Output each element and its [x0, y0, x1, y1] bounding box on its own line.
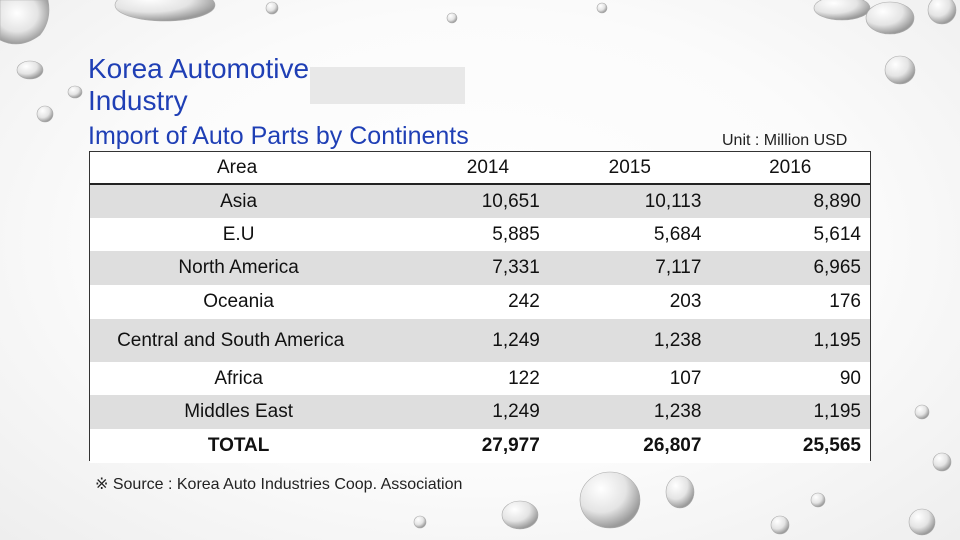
header-2016: 2016	[769, 156, 812, 178]
value-2016: 1,195	[813, 329, 861, 351]
value-2014: 10,651	[481, 190, 540, 212]
value-2015: 26,807	[643, 435, 702, 456]
area-cell: E.U	[222, 223, 255, 245]
value-2016: 5,614	[813, 223, 861, 245]
table-row: Middles East 1,249 1,238 1,195	[90, 395, 870, 429]
area-cell: Africa	[214, 367, 263, 389]
table-row: E.U 5,885 5,684 5,614	[90, 218, 870, 251]
value-2015: 203	[669, 291, 702, 312]
value-2014: 7,331	[492, 257, 540, 278]
import-table: Area 2014 2015 2016 Asia 10,651 10,113 8…	[89, 151, 871, 463]
table-row: Africa 122 107 90	[90, 362, 870, 395]
header-2014: 2014	[466, 156, 510, 178]
value-2016: 8,890	[813, 190, 861, 212]
value-2015: 1,238	[653, 329, 702, 351]
area-cell: Oceania	[203, 291, 274, 312]
area-cell: Asia	[220, 190, 258, 212]
value-2016: 90	[839, 367, 861, 389]
value-2016: 25,565	[802, 435, 861, 456]
area-cell: North America	[178, 257, 299, 278]
value-2016: 176	[829, 291, 861, 312]
value-2016: 1,195	[813, 401, 861, 422]
page-subtitle: Import of Auto Parts by Continents	[88, 122, 469, 150]
table-row: Oceania 242 203 176	[90, 285, 870, 319]
area-cell: Central and South America	[117, 329, 345, 351]
value-2014: 1,249	[492, 329, 540, 351]
table-row: Asia 10,651 10,113 8,890	[90, 185, 870, 218]
value-2015: 10,113	[644, 190, 702, 212]
value-2015: 107	[669, 367, 702, 389]
title-background-band	[310, 67, 465, 104]
area-cell: TOTAL	[207, 435, 270, 456]
header-2015: 2015	[608, 156, 651, 178]
value-2014: 242	[508, 291, 540, 312]
value-2015: 5,684	[653, 223, 702, 245]
unit-label: Unit : Million USD	[722, 132, 848, 149]
value-2016: 6,965	[813, 257, 861, 278]
header-area: Area	[217, 156, 258, 178]
value-2015: 7,117	[655, 257, 702, 278]
value-2014: 1,249	[492, 401, 540, 422]
value-2015: 1,238	[653, 401, 702, 422]
table-row: North America 7,331 7,117 6,965	[90, 251, 870, 285]
table-header-row: Area 2014 2015 2016	[90, 152, 870, 185]
value-2014: 122	[508, 367, 540, 389]
value-2014: 27,977	[481, 435, 540, 456]
page-title: Korea Automotive Industry	[88, 53, 310, 116]
table-total-row: TOTAL 27,977 26,807 25,565	[90, 429, 870, 463]
value-2014: 5,885	[492, 223, 540, 245]
table-row: Central and South America 1,249 1,238 1,…	[90, 319, 870, 362]
source-note: ※ Source : Korea Auto Industries Coop. A…	[95, 476, 463, 493]
area-cell: Middles East	[184, 401, 293, 422]
